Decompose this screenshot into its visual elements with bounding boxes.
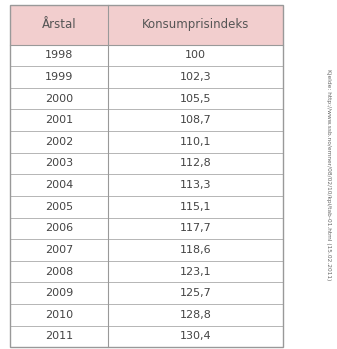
Text: 2011: 2011	[45, 332, 73, 341]
Bar	[10, 5, 283, 347]
Text: 2004: 2004	[45, 180, 73, 190]
Text: 118,6: 118,6	[180, 245, 212, 255]
Text: Kjelde: http://www.ssb.no/emner/08/02/10/kpi/tab-01.html (15.02.2011): Kjelde: http://www.ssb.no/emner/08/02/10…	[326, 69, 331, 280]
Text: 115,1: 115,1	[180, 202, 212, 212]
Text: 102,3: 102,3	[180, 72, 212, 82]
Text: 112,8: 112,8	[180, 158, 212, 169]
Text: 123,1: 123,1	[180, 267, 212, 277]
Text: 2005: 2005	[45, 202, 73, 212]
Text: 2007: 2007	[45, 245, 73, 255]
Text: 117,7: 117,7	[180, 223, 212, 233]
Text: 2001: 2001	[45, 115, 73, 125]
Text: 2000: 2000	[45, 94, 73, 104]
Text: 2002: 2002	[45, 137, 73, 147]
Text: 2003: 2003	[45, 158, 73, 169]
Text: 1999: 1999	[45, 72, 73, 82]
Text: 128,8: 128,8	[180, 310, 212, 320]
Text: 2010: 2010	[45, 310, 73, 320]
Text: 110,1: 110,1	[180, 137, 212, 147]
Text: 130,4: 130,4	[180, 332, 212, 341]
Text: 105,5: 105,5	[180, 94, 212, 104]
Text: 113,3: 113,3	[180, 180, 212, 190]
Text: 100: 100	[185, 50, 206, 60]
Text: 2008: 2008	[45, 267, 73, 277]
Text: 108,7: 108,7	[180, 115, 212, 125]
Text: 2006: 2006	[45, 223, 73, 233]
Bar	[10, 5, 283, 45]
Text: 1998: 1998	[45, 50, 73, 60]
Text: 2009: 2009	[45, 288, 73, 298]
Text: 125,7: 125,7	[180, 288, 212, 298]
Text: Konsumprisindeks: Konsumprisindeks	[142, 18, 249, 31]
Text: Årstal: Årstal	[42, 18, 76, 31]
